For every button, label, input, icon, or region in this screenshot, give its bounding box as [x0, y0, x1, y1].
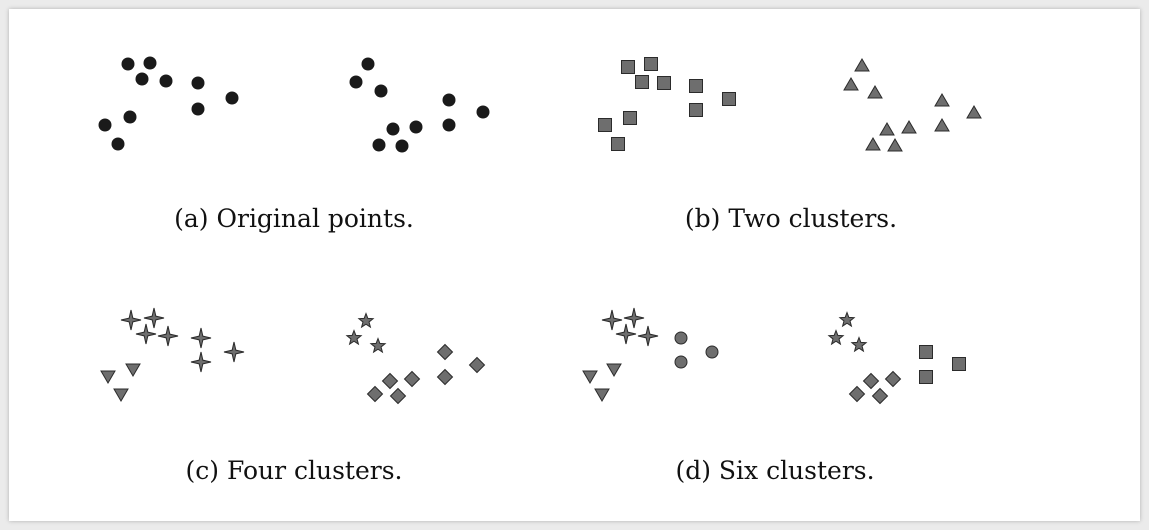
triangle-up-marker: [966, 105, 982, 119]
triangle-down-marker: [594, 388, 610, 402]
diamond-marker: [436, 368, 454, 386]
star5-marker: [345, 329, 363, 346]
triangle-up-marker: [854, 58, 870, 72]
triangle-down-marker: [125, 363, 141, 377]
triangle-up-marker: [843, 77, 859, 91]
star4-marker: [143, 307, 165, 329]
star5-marker: [357, 312, 375, 329]
star4-marker: [135, 323, 157, 345]
circle-black-marker: [111, 137, 125, 151]
star5-marker: [850, 336, 868, 353]
square-marker: [722, 92, 736, 106]
circle-black-marker: [191, 102, 205, 116]
square-marker: [919, 370, 933, 384]
diamond-marker: [403, 370, 421, 388]
circle-black-marker: [143, 56, 157, 70]
square-marker: [621, 60, 635, 74]
figure-card: (a) Original points. (b) Two clusters. (…: [9, 9, 1140, 521]
circle-black-marker: [361, 57, 375, 71]
square-marker: [952, 357, 966, 371]
triangle-up-marker: [865, 137, 881, 151]
triangle-down-marker: [582, 370, 598, 384]
star4-marker: [601, 309, 623, 331]
square-marker: [635, 75, 649, 89]
star5-marker: [827, 329, 845, 346]
triangle-up-marker: [879, 122, 895, 136]
square-marker: [598, 118, 612, 132]
panel-a-points: [98, 56, 490, 153]
circle-black-marker: [191, 76, 205, 90]
caption-a: (a) Original points.: [174, 204, 414, 233]
diamond-marker: [871, 387, 889, 405]
star4-marker: [120, 309, 142, 331]
circle-black-marker: [349, 75, 363, 89]
diamond-marker: [389, 387, 407, 405]
square-marker: [689, 79, 703, 93]
square-marker: [644, 57, 658, 71]
star4-marker: [623, 307, 645, 329]
circle-black-marker: [159, 74, 173, 88]
square-marker: [657, 76, 671, 90]
star5-marker: [369, 337, 387, 354]
cluster-figure: [98, 56, 982, 405]
circle-gray-marker: [674, 355, 688, 369]
diamond-marker: [848, 385, 866, 403]
diamond-marker: [366, 385, 384, 403]
square-marker: [919, 345, 933, 359]
circle-black-marker: [98, 118, 112, 132]
circle-black-marker: [442, 118, 456, 132]
caption-d: (d) Six clusters.: [675, 456, 875, 485]
diamond-marker: [468, 356, 486, 374]
diamond-marker: [884, 370, 902, 388]
triangle-up-marker: [887, 138, 903, 152]
star4-marker: [157, 325, 179, 347]
triangle-down-marker: [606, 363, 622, 377]
circle-black-marker: [135, 72, 149, 86]
circle-gray-marker: [705, 345, 719, 359]
square-marker: [623, 111, 637, 125]
panel-c-points: [100, 307, 486, 405]
circle-gray-marker: [674, 331, 688, 345]
diamond-marker: [436, 343, 454, 361]
circle-black-marker: [395, 139, 409, 153]
circle-black-marker: [123, 110, 137, 124]
circle-black-marker: [409, 120, 423, 134]
diamond-marker: [381, 372, 399, 390]
triangle-down-marker: [113, 388, 129, 402]
circle-black-marker: [374, 84, 388, 98]
circle-black-marker: [372, 138, 386, 152]
square-marker: [689, 103, 703, 117]
star4-marker: [637, 325, 659, 347]
triangle-up-marker: [934, 93, 950, 107]
circle-black-marker: [476, 105, 490, 119]
star4-marker: [223, 341, 245, 363]
circle-black-marker: [386, 122, 400, 136]
triangle-up-marker: [867, 85, 883, 99]
triangle-up-marker: [934, 118, 950, 132]
panel-d-points: [582, 307, 966, 405]
star5-marker: [838, 311, 856, 328]
star4-marker: [190, 327, 212, 349]
panel-b-points: [598, 57, 982, 152]
triangle-down-marker: [100, 370, 116, 384]
star4-marker: [190, 351, 212, 373]
star4-marker: [615, 323, 637, 345]
circle-black-marker: [121, 57, 135, 71]
circle-black-marker: [442, 93, 456, 107]
diamond-marker: [862, 372, 880, 390]
triangle-up-marker: [901, 120, 917, 134]
caption-b: (b) Two clusters.: [684, 204, 898, 233]
square-marker: [611, 137, 625, 151]
circle-black-marker: [225, 91, 239, 105]
caption-c: (c) Four clusters.: [185, 456, 403, 485]
